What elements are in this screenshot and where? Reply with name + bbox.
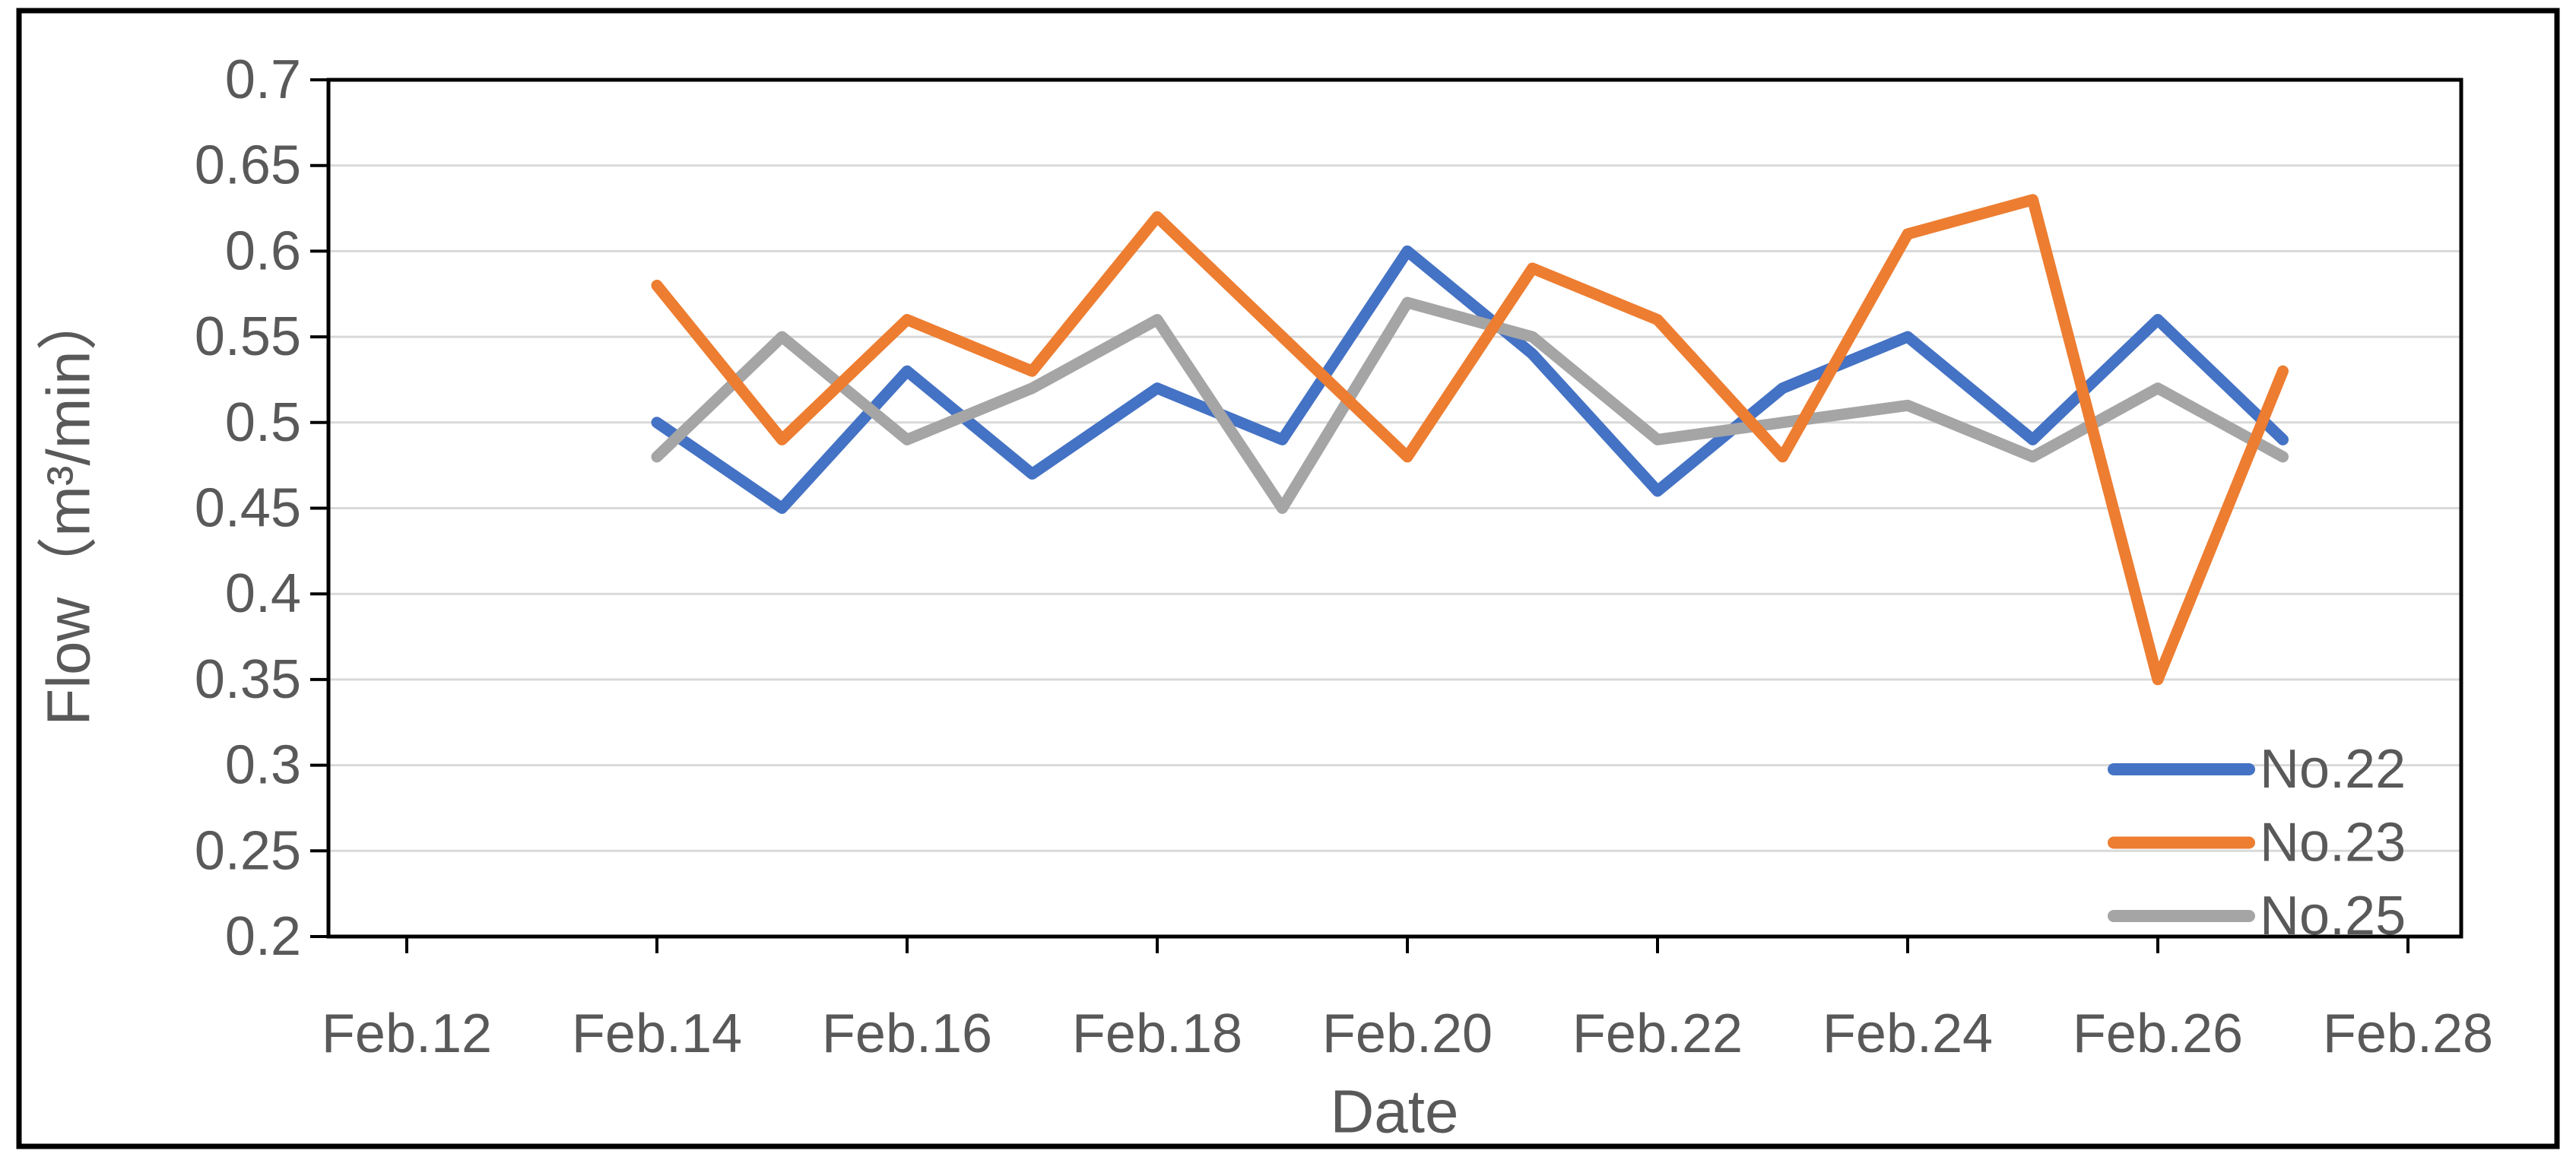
legend-label: No.23 [2260, 813, 2406, 873]
y-tick-label: 0.45 [195, 478, 301, 539]
x-tick-label: Feb.22 [1572, 1003, 1743, 1064]
y-tick-label: 0.3 [225, 735, 301, 796]
x-tick-label: Feb.18 [1072, 1003, 1242, 1064]
series-group [651, 194, 2289, 686]
x-tick-label: Feb.24 [1823, 1003, 1993, 1064]
x-tick-label: Feb.26 [2073, 1003, 2243, 1064]
legend-label: No.25 [2260, 886, 2406, 946]
series-line-no23 [651, 194, 2289, 686]
series-line-no25 [651, 296, 2289, 514]
x-tick-label: Feb.16 [822, 1003, 992, 1064]
series-line-no22 [651, 245, 2289, 514]
legend: No.22 No.23 No.25 [2108, 739, 2406, 946]
legend-label: No.22 [2260, 739, 2406, 800]
y-tick-label: 0.25 [195, 820, 301, 881]
y-tick-label: 0.35 [195, 649, 301, 710]
x-tick-label: Feb.20 [1322, 1003, 1493, 1064]
x-tick-label: Feb.28 [2323, 1003, 2493, 1064]
y-tick-label: 0.7 [225, 49, 301, 110]
y-tick-label: 0.2 [225, 906, 301, 967]
axes-group [310, 78, 2463, 953]
y-tick-labels-group: 0.2 0.25 0.3 0.35 0.4 0.45 0.5 0.55 0.6 0.65 0.7 [195, 49, 301, 967]
y-axis-title: Flow（m³/min） [35, 290, 103, 725]
legend-item-no22: No.22 [2108, 739, 2406, 800]
legend-item-no25: No.25 [2108, 886, 2406, 946]
y-tick-label: 0.5 [225, 392, 301, 453]
x-tick-labels-group: Feb.12 Feb.14 Feb.16 Feb.18 Feb.20 Feb.22 Feb.… [322, 1003, 2493, 1064]
y-tick-label: 0.6 [225, 220, 301, 281]
x-axis-title: Date [1331, 1078, 1459, 1146]
x-tick-label: Feb.12 [322, 1003, 492, 1064]
gridlines-group [328, 164, 2461, 852]
legend-item-no23: No.23 [2108, 813, 2406, 873]
outer-border [16, 8, 2560, 1149]
y-tick-label: 0.4 [225, 563, 301, 624]
y-tick-label: 0.55 [195, 306, 301, 367]
x-tick-label: Feb.14 [572, 1003, 742, 1064]
y-tick-label: 0.65 [195, 135, 301, 196]
